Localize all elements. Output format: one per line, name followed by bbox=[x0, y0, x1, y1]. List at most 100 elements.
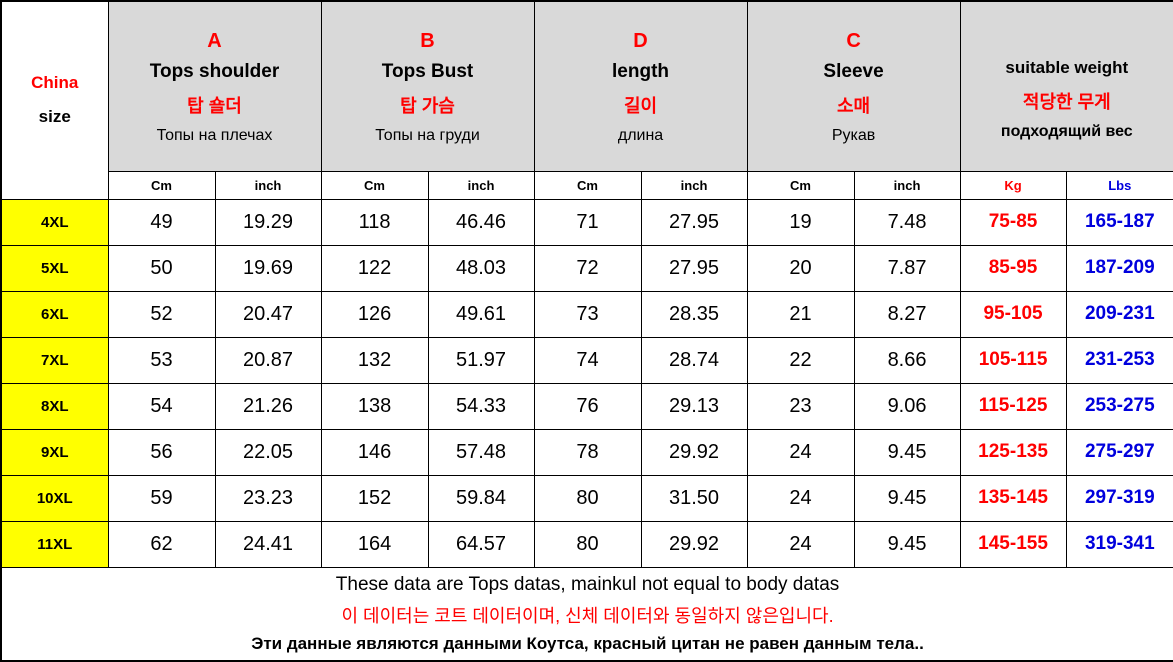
china-size-header: China size bbox=[0, 0, 109, 200]
unit-cm: Cm bbox=[320, 170, 429, 200]
measurement-value: 23 bbox=[746, 382, 855, 430]
table-row: 10XL 59 23.23 152 59.84 80 31.50 24 9.45 135-145 2… bbox=[0, 474, 1173, 522]
measurement-value: 50 bbox=[107, 244, 216, 292]
measurement-value: 9.45 bbox=[853, 428, 961, 476]
measurement-value: 80 bbox=[533, 474, 642, 522]
measurement-value: 19 bbox=[746, 198, 855, 246]
lbs-value: 209-231 bbox=[1065, 290, 1173, 338]
measurement-value: 22 bbox=[746, 336, 855, 384]
col-title-ru: длина bbox=[617, 126, 664, 144]
measurement-value: 54 bbox=[107, 382, 216, 430]
footer-note: These data are Tops datas, mainkul not e… bbox=[0, 566, 1173, 661]
kg-value: 75-85 bbox=[959, 198, 1067, 246]
measurement-value: 138 bbox=[320, 382, 429, 430]
measurement-value: 59.84 bbox=[427, 474, 535, 522]
col-letter: D bbox=[633, 29, 648, 52]
header-col-a-shoulder: A Tops shoulder 탑 숄더 Топы на плечах bbox=[107, 0, 322, 172]
unit-row: Cm inch Cm inch Cm inch Cm inch Kg Lbs bbox=[1, 170, 1173, 200]
col-title-kr: 탑 숄더 bbox=[187, 95, 242, 116]
measurement-value: 19.29 bbox=[214, 198, 322, 246]
measurement-value: 9.45 bbox=[853, 520, 961, 568]
header-col-c-sleeve: C Sleeve 소매 Рукав bbox=[746, 0, 961, 172]
col-letter: C bbox=[846, 29, 861, 52]
measurement-value: 118 bbox=[320, 198, 429, 246]
size-label: 11XL bbox=[0, 520, 109, 568]
kg-value: 145-155 bbox=[959, 520, 1067, 568]
unit-lbs: Lbs bbox=[1065, 170, 1173, 200]
unit-inch: inch bbox=[427, 170, 535, 200]
measurement-value: 73 bbox=[533, 290, 642, 338]
header-col-suitable-weight: suitable weight 적당한 무게 подходящий вес bbox=[959, 0, 1173, 172]
measurement-value: 20.47 bbox=[214, 290, 322, 338]
col-title-en: Tops Bust bbox=[381, 60, 474, 82]
measurement-value: 21.26 bbox=[214, 382, 322, 430]
header-row: China size A Tops shoulder 탑 숄더 Топы на … bbox=[0, 0, 1173, 200]
china-label: China bbox=[31, 73, 79, 93]
weight-title-ru: подходящий вес bbox=[1000, 122, 1133, 140]
measurement-value: 8.66 bbox=[853, 336, 961, 384]
measurement-value: 80 bbox=[533, 520, 642, 568]
measurement-value: 71 bbox=[533, 198, 642, 246]
measurement-value: 20.87 bbox=[214, 336, 322, 384]
measurement-value: 22.05 bbox=[214, 428, 322, 476]
measurement-value: 49 bbox=[107, 198, 216, 246]
footer-row: These data are Tops datas, mainkul not e… bbox=[0, 566, 1173, 661]
col-title-en: Tops shoulder bbox=[149, 60, 280, 82]
kg-value: 95-105 bbox=[959, 290, 1067, 338]
col-title-ru: Топы на плечах bbox=[156, 126, 273, 144]
col-title-en: Sleeve bbox=[823, 60, 884, 82]
measurement-value: 164 bbox=[320, 520, 429, 568]
measurement-value: 27.95 bbox=[640, 244, 748, 292]
unit-inch: inch bbox=[640, 170, 748, 200]
measurement-value: 21 bbox=[746, 290, 855, 338]
measurement-value: 51.97 bbox=[427, 336, 535, 384]
measurement-value: 31.50 bbox=[640, 474, 748, 522]
col-letter: A bbox=[207, 29, 222, 52]
measurement-value: 29.92 bbox=[640, 520, 748, 568]
kg-value: 105-115 bbox=[959, 336, 1067, 384]
weight-title-en: suitable weight bbox=[1005, 57, 1129, 77]
kg-value: 115-125 bbox=[959, 382, 1067, 430]
measurement-value: 78 bbox=[533, 428, 642, 476]
measurement-value: 7.48 bbox=[853, 198, 961, 246]
col-title-ru: Рукав bbox=[831, 126, 876, 144]
measurement-value: 62 bbox=[107, 520, 216, 568]
measurement-value: 29.92 bbox=[640, 428, 748, 476]
lbs-value: 187-209 bbox=[1065, 244, 1173, 292]
measurement-value: 20 bbox=[746, 244, 855, 292]
size-label: 4XL bbox=[0, 198, 109, 246]
measurement-value: 24.41 bbox=[214, 520, 322, 568]
table-row: 8XL 54 21.26 138 54.33 76 29.13 23 9.06 115-125 25… bbox=[0, 382, 1173, 430]
unit-inch: inch bbox=[853, 170, 961, 200]
lbs-value: 297-319 bbox=[1065, 474, 1173, 522]
measurement-value: 74 bbox=[533, 336, 642, 384]
measurement-value: 19.69 bbox=[214, 244, 322, 292]
header-col-d-length: D length 길이 длина bbox=[533, 0, 748, 172]
table-row: 11XL 62 24.41 164 64.57 80 29.92 24 9.45 145-155 3… bbox=[0, 520, 1173, 568]
table-row: 9XL 56 22.05 146 57.48 78 29.92 24 9.45 125-135 27… bbox=[0, 428, 1173, 476]
weight-title-kr: 적당한 무게 bbox=[1022, 91, 1111, 112]
table-row: 4XL 49 19.29 118 46.46 71 27.95 19 7.48 75-85 165-… bbox=[0, 198, 1173, 246]
size-label-text: size bbox=[38, 107, 71, 127]
measurement-value: 24 bbox=[746, 474, 855, 522]
lbs-value: 253-275 bbox=[1065, 382, 1173, 430]
measurement-value: 59 bbox=[107, 474, 216, 522]
col-title-kr: 탑 가슴 bbox=[400, 95, 455, 116]
measurement-value: 52 bbox=[107, 290, 216, 338]
header-col-b-bust: B Tops Bust 탑 가슴 Топы на груди bbox=[320, 0, 535, 172]
unit-inch: inch bbox=[214, 170, 322, 200]
size-label: 10XL bbox=[0, 474, 109, 522]
col-title-kr: 길이 bbox=[623, 95, 658, 116]
kg-value: 85-95 bbox=[959, 244, 1067, 292]
measurement-value: 28.74 bbox=[640, 336, 748, 384]
measurement-value: 49.61 bbox=[427, 290, 535, 338]
unit-cm: Cm bbox=[107, 170, 216, 200]
footer-note-en: These data are Tops datas, mainkul not e… bbox=[335, 573, 840, 595]
measurement-value: 56 bbox=[107, 428, 216, 476]
kg-value: 135-145 bbox=[959, 474, 1067, 522]
measurement-value: 54.33 bbox=[427, 382, 535, 430]
measurement-value: 9.45 bbox=[853, 474, 961, 522]
size-label: 9XL bbox=[0, 428, 109, 476]
